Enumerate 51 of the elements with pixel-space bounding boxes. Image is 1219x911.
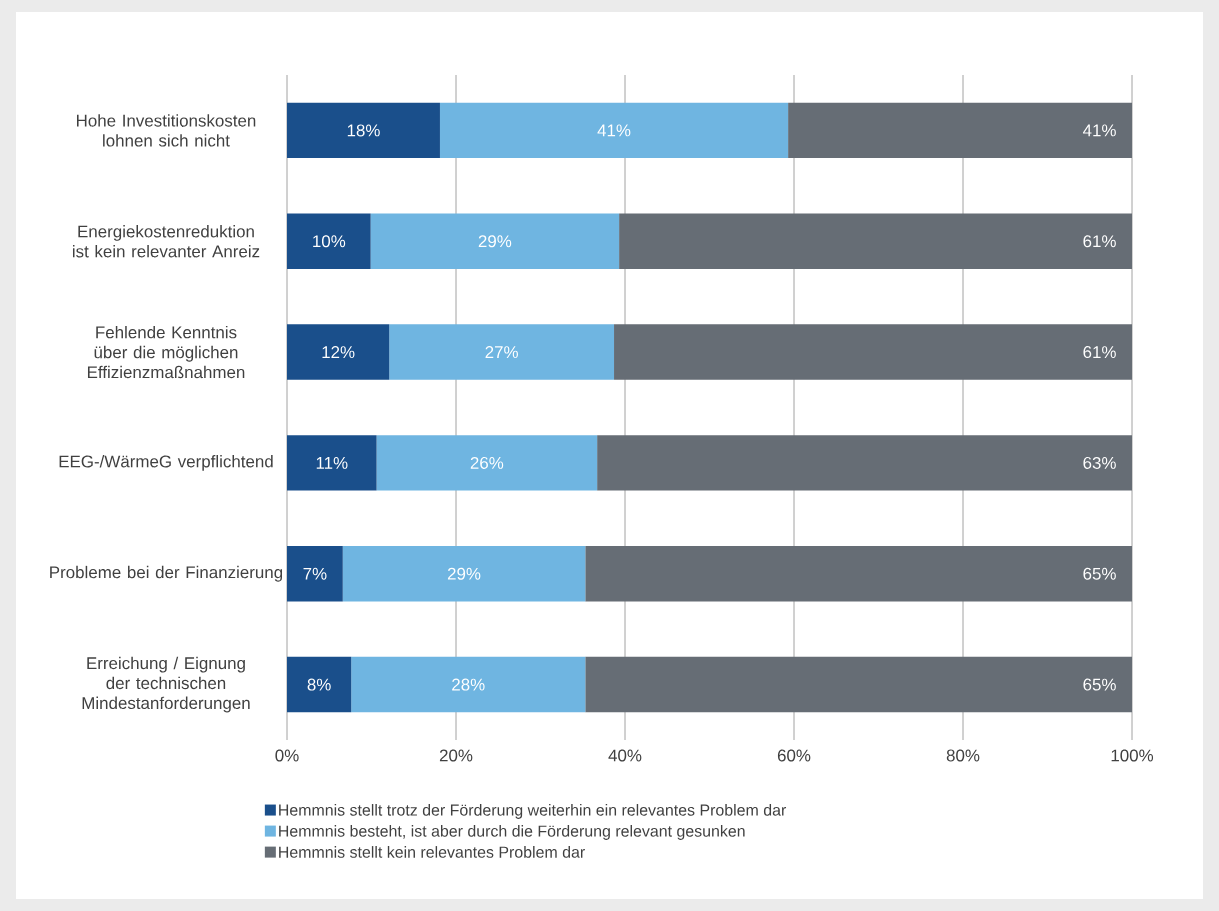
data-label: 18% — [347, 124, 380, 137]
data-label: 29% — [478, 235, 512, 248]
bar — [788, 102, 1133, 159]
bar — [287, 546, 343, 602]
bar — [351, 656, 586, 713]
bar — [389, 324, 615, 380]
data-label: 63% — [1083, 456, 1116, 469]
x-tick-label: 100% — [1111, 749, 1154, 762]
x-tick-label: 60% — [777, 749, 811, 762]
data-label: 12% — [322, 346, 355, 359]
data-label: 7% — [303, 567, 327, 580]
data-label: 61% — [1083, 235, 1116, 248]
bar — [287, 435, 377, 491]
bar — [370, 213, 620, 269]
bar — [287, 324, 390, 380]
y-tick-label: Energiekostenreduktion ist kein relevanter Anreiz — [73, 225, 260, 258]
bar — [342, 546, 586, 602]
data-label: 61% — [1083, 346, 1116, 359]
legend-label: Hemmnis besteht, ist aber durch die Förderung relevant gesunken — [279, 825, 745, 840]
data-label: 10% — [313, 235, 346, 248]
legend-label: Hemmnis stellt trotz der Förderung weiterhin ein relevantes Problem dar — [279, 804, 787, 819]
data-label: 26% — [470, 456, 504, 469]
bar — [287, 213, 371, 269]
bar — [619, 213, 1133, 269]
y-tick-label: Fehlende Kenntnis über die möglichen Effizienzmaßnahmen — [87, 325, 245, 379]
x-tick-label: 80% — [946, 749, 980, 762]
x-tick-label: 20% — [439, 749, 473, 762]
bar — [376, 435, 598, 491]
data-label: 27% — [485, 346, 518, 359]
bar — [439, 102, 789, 159]
legend-label: Hemmnis stellt kein relevantes Problem dar — [279, 846, 585, 858]
y-tick-label: Probleme bei der Finanzierung — [50, 565, 283, 582]
bar — [585, 546, 1133, 602]
bar — [585, 656, 1133, 713]
data-label: 41% — [1082, 124, 1116, 137]
bar — [287, 656, 352, 713]
data-label: 8% — [307, 678, 331, 691]
y-tick-label: EEG-/WärmeG verpflichtend — [59, 455, 273, 471]
y-tick-label: Hohe Investitionskosten lohnen sich nicht — [77, 114, 256, 147]
bar — [597, 435, 1133, 491]
data-label: 65% — [1083, 678, 1116, 691]
bar — [287, 102, 440, 159]
data-label: 28% — [452, 678, 485, 691]
data-label: 29% — [447, 567, 481, 580]
data-label: 41% — [597, 124, 631, 137]
data-label: 11% — [316, 456, 348, 469]
bar — [614, 324, 1133, 380]
y-tick-label: Erreichung / Eignung der technischen Mindestanforderungen — [82, 656, 250, 713]
x-tick-label: 0% — [275, 749, 299, 762]
data-label: 65% — [1083, 567, 1116, 580]
x-tick-label: 40% — [608, 749, 642, 762]
